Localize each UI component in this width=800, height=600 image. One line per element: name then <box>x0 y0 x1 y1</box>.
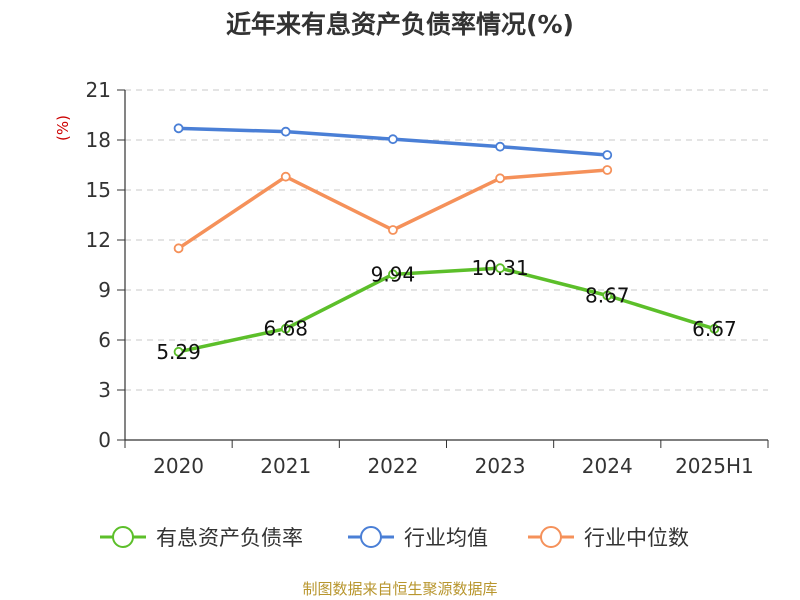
series-point-1 <box>495 141 505 152</box>
y-axis-ticks: 0 3 6 9 12 15 18 21 <box>86 78 111 452</box>
data-label: 8.67 <box>585 284 630 308</box>
series-point-0 <box>280 323 291 334</box>
x-tick-label: 2021 <box>260 454 311 478</box>
series-point-1 <box>602 150 613 160</box>
series-point-0 <box>709 323 720 334</box>
series-point-0 <box>173 346 184 357</box>
x-tick-label: 2020 <box>153 454 204 478</box>
x-tick-label: 2022 <box>367 454 418 478</box>
data-label: 6.67 <box>692 317 737 341</box>
series-point-1 <box>280 126 291 137</box>
series-point-1 <box>388 134 398 145</box>
y-tick-label: 0 <box>98 428 111 452</box>
data-label: 9.94 <box>371 262 416 286</box>
y-tick-label: 21 <box>86 78 111 102</box>
series-point-2 <box>173 243 184 254</box>
x-tick-label: 2023 <box>475 454 526 478</box>
y-axis-unit: (%) <box>54 115 72 141</box>
data-label: 10.31 <box>471 256 528 280</box>
series-point-2 <box>280 171 291 182</box>
data-label: 5.29 <box>156 340 201 364</box>
data-label: 6.68 <box>263 317 308 341</box>
legend-marker <box>112 526 134 548</box>
chart-title: 近年来有息资产负债率情况(%) <box>226 10 574 39</box>
y-tick-label: 15 <box>86 178 111 202</box>
series-point-0 <box>602 290 613 301</box>
series-point-0 <box>388 269 398 280</box>
series-point-2 <box>602 165 613 175</box>
legend-label: 有息资产负债率 <box>156 526 303 550</box>
series-line-2 <box>177 168 608 250</box>
series-point-2 <box>388 225 398 235</box>
series-layer <box>173 123 720 357</box>
data-labels: 5.29 6.68 9.94 10.31 8.67 6.67 <box>156 256 736 364</box>
x-tick-label: 2025H1 <box>675 454 754 478</box>
series-point-2 <box>495 173 505 184</box>
series-point-1 <box>173 123 184 134</box>
grid-lines <box>125 89 768 391</box>
y-tick-label: 3 <box>98 378 111 402</box>
legend: 有息资产负债率 行业均值 行业中位数 <box>100 526 689 550</box>
x-tick-label: 2024 <box>582 454 633 478</box>
legend-marker <box>360 526 382 548</box>
series-line-0 <box>178 266 715 354</box>
series-point-0 <box>495 263 505 274</box>
y-tick-label: 6 <box>98 328 111 352</box>
legend-label: 行业中位数 <box>584 526 689 550</box>
axes <box>117 89 769 448</box>
y-tick-label: 12 <box>86 228 111 252</box>
source-note: 制图数据来自恒生聚源数据库 <box>302 580 497 598</box>
legend-label: 行业均值 <box>404 526 488 550</box>
x-axis-ticks: 2020 2021 2022 2023 2024 2025H1 <box>153 454 754 478</box>
y-tick-label: 18 <box>86 128 111 152</box>
y-tick-label: 9 <box>98 278 111 302</box>
legend-marker <box>540 526 562 548</box>
